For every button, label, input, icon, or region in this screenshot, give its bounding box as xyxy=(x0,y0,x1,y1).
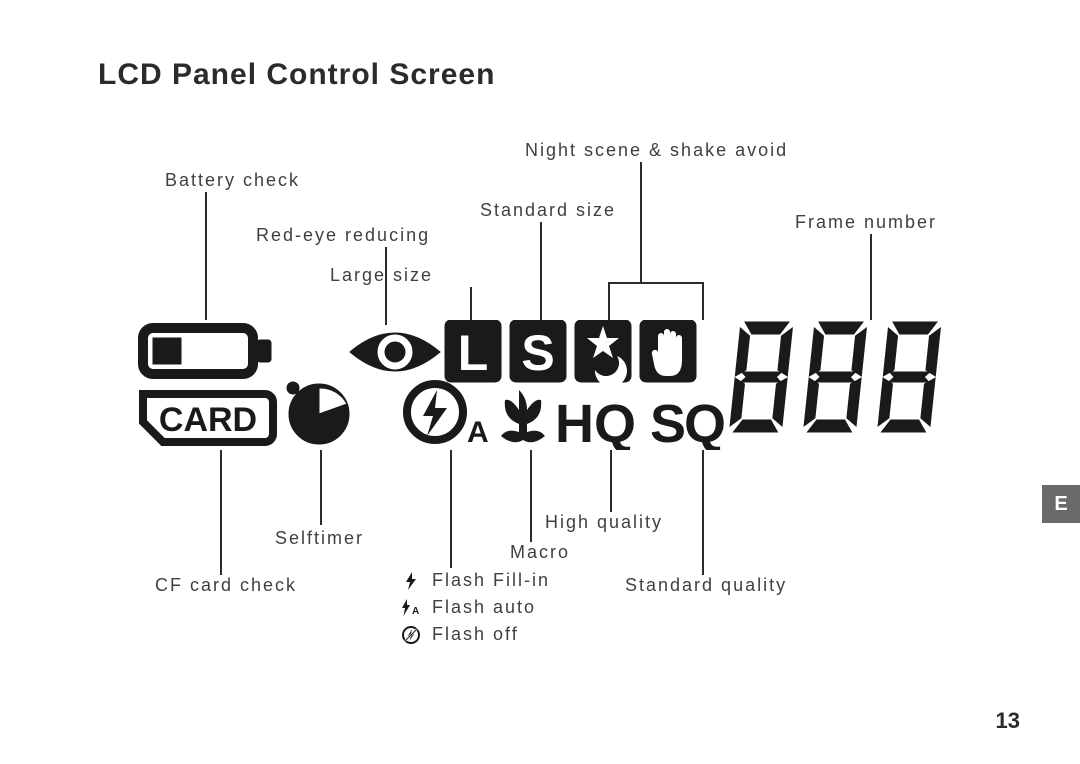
bolt-a-icon: A xyxy=(400,599,422,617)
label-selftimer: Selftimer xyxy=(275,528,364,549)
svg-text:A: A xyxy=(467,416,489,449)
leader-line xyxy=(530,450,532,542)
svg-text:A: A xyxy=(412,606,421,617)
label-standard-quality: Standard quality xyxy=(625,575,787,596)
label-standard-size: Standard size xyxy=(480,200,616,221)
legend-text: Flash auto xyxy=(432,597,536,618)
leader-line xyxy=(608,282,704,284)
label-frame-number: Frame number xyxy=(795,212,937,233)
legend-flash-auto: A Flash auto xyxy=(400,597,550,618)
lcd-icon-row: CARD A xyxy=(135,320,955,450)
leader-line xyxy=(205,192,207,320)
card-icon: CARD xyxy=(143,394,273,442)
l-icon: L xyxy=(445,320,501,382)
flash-off-icon xyxy=(400,626,422,644)
leader-line xyxy=(450,450,452,568)
hq-text: HQ xyxy=(555,394,636,450)
svg-text:S: S xyxy=(521,325,554,381)
section-tab-label: E xyxy=(1054,493,1067,516)
leader-line xyxy=(320,450,322,525)
bolt-icon xyxy=(400,572,422,590)
leader-line xyxy=(702,450,704,575)
flash-auto-icon: A xyxy=(407,384,489,449)
leader-line xyxy=(870,234,872,320)
leader-line xyxy=(702,282,704,320)
night-icon xyxy=(575,320,631,387)
label-large-size: Large size xyxy=(330,265,433,286)
flash-legend: Flash Fill-in A Flash auto Flash off xyxy=(400,570,550,651)
page-number: 13 xyxy=(996,708,1020,734)
label-red-eye: Red-eye reducing xyxy=(256,225,430,246)
leader-line xyxy=(640,162,642,282)
leader-line xyxy=(610,450,612,512)
legend-text: Flash off xyxy=(432,624,519,645)
label-cf-card: CF card check xyxy=(155,575,297,596)
leader-line xyxy=(540,222,542,322)
manual-page: LCD Panel Control Screen Battery check R… xyxy=(0,0,1080,764)
battery-icon xyxy=(143,328,271,374)
page-title: LCD Panel Control Screen xyxy=(98,58,495,92)
leader-line xyxy=(385,247,387,325)
selftimer-icon xyxy=(287,382,349,444)
legend-text: Flash Fill-in xyxy=(432,570,550,591)
label-battery-check: Battery check xyxy=(165,170,300,191)
label-high-quality: High quality xyxy=(545,512,663,533)
eye-icon xyxy=(350,333,440,371)
legend-flash-off: Flash off xyxy=(400,624,550,645)
label-macro: Macro xyxy=(510,542,570,563)
section-tab: E xyxy=(1042,485,1080,523)
leader-line xyxy=(608,282,610,320)
hand-icon xyxy=(640,320,696,382)
legend-flash-fillin: Flash Fill-in xyxy=(400,570,550,591)
svg-text:CARD: CARD xyxy=(159,401,257,439)
svg-text:L: L xyxy=(458,325,489,381)
s-icon: S xyxy=(510,320,566,382)
seven-segment-digits xyxy=(729,322,941,432)
macro-icon xyxy=(501,390,545,442)
sq-text: SQ xyxy=(650,394,724,450)
leader-line xyxy=(220,450,222,575)
label-night-shake: Night scene & shake avoid xyxy=(525,140,788,161)
